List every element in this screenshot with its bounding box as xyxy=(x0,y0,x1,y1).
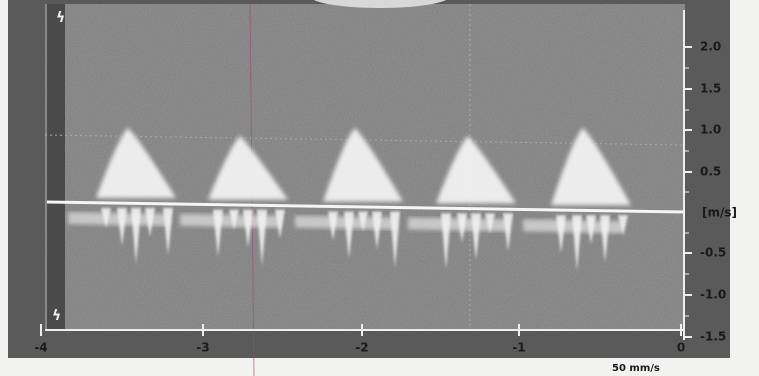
spike xyxy=(600,215,610,263)
x-tick-label: -2 xyxy=(355,341,368,355)
reverse-flow xyxy=(68,212,168,226)
spike xyxy=(358,211,368,232)
systolic-envelope xyxy=(436,136,516,204)
unit-label: [m/s] xyxy=(702,206,737,220)
y-tick-label: 0.5 xyxy=(700,165,721,179)
x-tick-label: 0 xyxy=(677,341,685,355)
spike xyxy=(572,215,582,272)
waveform xyxy=(68,128,631,272)
systolic-envelope xyxy=(96,128,176,198)
spike xyxy=(275,209,285,239)
spike xyxy=(145,208,155,237)
spike xyxy=(441,213,451,270)
spike xyxy=(101,208,111,228)
systolic-envelope xyxy=(551,128,631,206)
spike xyxy=(328,211,338,241)
trigger-icon: ϟ xyxy=(52,308,61,324)
y-tick-label: 2.0 xyxy=(700,40,721,54)
spike xyxy=(586,215,596,245)
spike xyxy=(344,211,354,259)
spike xyxy=(229,209,239,230)
reverse-flow xyxy=(180,213,280,228)
spike xyxy=(131,208,141,264)
x-tick-label: -3 xyxy=(196,341,209,355)
spike xyxy=(618,215,628,236)
spike xyxy=(390,211,400,268)
y-tick-label: -1.0 xyxy=(700,288,726,302)
baseline xyxy=(46,200,686,214)
y-tick-label: 1.0 xyxy=(700,123,721,137)
x-tick-label: -1 xyxy=(512,341,525,355)
spike xyxy=(485,213,495,234)
scale-line xyxy=(44,134,686,146)
left-strip xyxy=(47,4,65,330)
spike xyxy=(457,213,467,243)
systolic-envelope xyxy=(323,128,403,202)
top-highlight xyxy=(314,0,446,8)
trigger-icon: ϟ xyxy=(56,10,65,26)
sweep-speed: 50 mm/s xyxy=(612,363,660,374)
spike xyxy=(257,209,267,266)
spike xyxy=(213,209,223,257)
reverse-flow xyxy=(295,215,395,230)
spike xyxy=(556,215,566,254)
spike xyxy=(372,211,382,250)
spike xyxy=(243,209,253,248)
y-tick-label: 1.5 xyxy=(700,82,721,96)
systolic-envelope xyxy=(208,136,288,200)
x-tick-label: -4 xyxy=(34,341,47,355)
spike xyxy=(471,213,481,261)
reverse-flow xyxy=(408,217,508,232)
spike xyxy=(163,208,173,255)
y-tick-label: -1.5 xyxy=(700,330,726,344)
y-tick-label: -0.5 xyxy=(700,246,726,260)
spike xyxy=(503,213,513,252)
spike xyxy=(117,208,127,246)
